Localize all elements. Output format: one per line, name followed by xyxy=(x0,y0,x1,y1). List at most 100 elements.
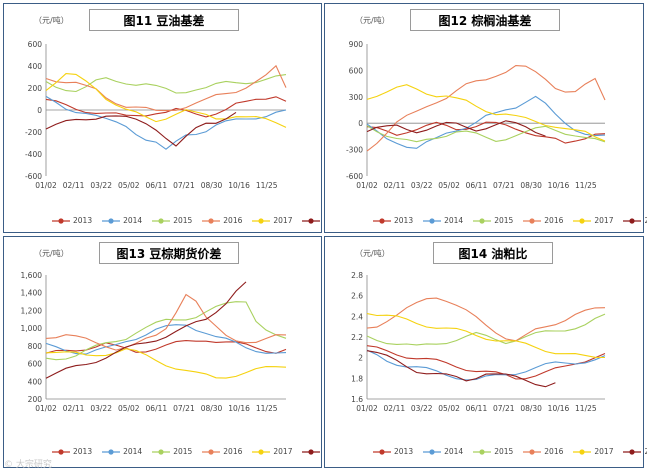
series-line-2016 xyxy=(366,297,606,342)
legend-marker-icon xyxy=(623,448,642,455)
y-tick-label: 900 xyxy=(349,40,364,49)
legend: 201320142015201620172018 xyxy=(52,216,343,225)
legend: 2013 2014 2015 2016 2017 2018 xyxy=(373,447,647,456)
legend-item-2017: 2017 xyxy=(573,447,613,456)
legend-item-2013: 2013 xyxy=(52,447,92,456)
legend-marker-icon xyxy=(573,217,592,224)
legend-label: 2016 xyxy=(223,447,243,456)
y-tick-label: 2.4 xyxy=(351,312,363,321)
legend-item-2016: 2016 xyxy=(202,447,242,456)
legend-label: 2014 xyxy=(444,216,464,225)
legend-marker-icon xyxy=(623,217,642,224)
legend-item-2015: 2015 xyxy=(152,447,192,456)
legend-label: 2018 xyxy=(644,216,647,225)
legend-label: 2014 xyxy=(444,447,464,456)
y-tick-label: 1,000 xyxy=(21,324,43,333)
y-tick-label: 1,400 xyxy=(21,289,43,298)
series-line-2017 xyxy=(366,84,606,142)
series-line-2017 xyxy=(45,348,287,379)
legend-label: 2014 xyxy=(123,216,143,225)
legend-label: 2017 xyxy=(273,216,293,225)
x-tick-label: 07/21 xyxy=(493,181,515,190)
x-tick-label: 06/11 xyxy=(466,181,488,190)
unit-label: （元/吨） xyxy=(34,16,69,25)
unit-label: （元/吨） xyxy=(355,249,390,258)
series-line-2018 xyxy=(366,350,556,388)
series-line-2013 xyxy=(45,96,287,118)
x-tick-label: 03/22 xyxy=(411,404,433,413)
legend-label: 2015 xyxy=(494,447,514,456)
legend-item-2018: 2018 xyxy=(623,447,647,456)
legend-item-2016: 2016 xyxy=(202,216,242,225)
legend-label: 2016 xyxy=(223,216,243,225)
y-tick-label: -200 xyxy=(25,128,42,137)
legend-item-2017: 2017 xyxy=(573,216,613,225)
legend-item-2015: 2015 xyxy=(152,216,192,225)
series-line-2013 xyxy=(366,121,606,144)
legend-marker-icon xyxy=(52,448,70,455)
x-tick-label: 01/02 xyxy=(356,181,378,190)
y-tick-label: 1,200 xyxy=(21,306,43,315)
x-tick-label: 08/30 xyxy=(520,181,542,190)
series-line-2017 xyxy=(45,73,287,128)
legend-marker-icon xyxy=(52,217,70,224)
x-tick-label: 08/30 xyxy=(201,404,223,413)
legend-item-2014: 2014 xyxy=(423,216,463,225)
legend-item-2015: 2015 xyxy=(473,216,513,225)
legend-marker-icon xyxy=(373,217,391,224)
chart-title: 图14 油粕比 xyxy=(433,242,553,264)
legend-label: 2013 xyxy=(73,216,93,225)
y-tick-label: 200 xyxy=(28,395,43,404)
legend-item-2013: 2013 xyxy=(373,447,413,456)
x-tick-label: 01/02 xyxy=(356,404,378,413)
legend-label: 2013 xyxy=(394,216,414,225)
series-line-2016 xyxy=(45,293,287,351)
legend-marker-icon xyxy=(473,217,492,224)
y-tick-label: -400 xyxy=(25,150,42,159)
x-tick-label: 03/22 xyxy=(90,404,112,413)
y-tick-label: 0 xyxy=(358,119,363,128)
x-tick-label: 11/25 xyxy=(256,404,278,413)
y-tick-label: 1.6 xyxy=(351,395,363,404)
y-tick-label: -300 xyxy=(346,146,363,155)
legend-marker-icon xyxy=(373,448,391,455)
legend-marker-icon xyxy=(523,217,542,224)
legend-marker-icon xyxy=(102,217,121,224)
legend-label: 2015 xyxy=(173,447,193,456)
plot-area: 2.8 2.6 2.4 2.2 2 1.8 1.601/02 02/11 03/22 05/02 0… xyxy=(351,271,606,413)
legend-label: 2017 xyxy=(594,216,614,225)
y-tick-label: 400 xyxy=(28,377,43,386)
series-line-2018 xyxy=(45,281,247,379)
x-tick-label: 08/30 xyxy=(520,404,542,413)
x-tick-label: 07/21 xyxy=(173,181,195,190)
legend-label: 2013 xyxy=(73,447,93,456)
legend-label: 2017 xyxy=(273,447,293,456)
series-line-2016 xyxy=(45,64,287,112)
y-tick-label: 400 xyxy=(28,62,43,71)
y-tick-label: 2 xyxy=(358,354,363,363)
legend-item-2018: 2018 xyxy=(623,216,647,225)
legend-marker-icon xyxy=(152,448,171,455)
chart-title: 图13 豆棕期货价差 xyxy=(99,242,239,264)
y-tick-label: 2.8 xyxy=(351,271,363,280)
legend-label: 2014 xyxy=(123,447,143,456)
x-tick-label: 02/11 xyxy=(384,404,406,413)
series-line-2018 xyxy=(366,120,546,137)
legend-label: 2013 xyxy=(394,447,414,456)
legend-label: 2018 xyxy=(644,447,647,456)
series-line-2017 xyxy=(366,313,606,359)
x-tick-label: 03/22 xyxy=(411,181,433,190)
series-line-2015 xyxy=(45,74,287,94)
legend-label: 2017 xyxy=(594,447,614,456)
y-tick-label: 2.2 xyxy=(351,333,363,342)
y-tick-label: 0 xyxy=(37,106,42,115)
x-tick-label: 02/11 xyxy=(63,181,85,190)
x-tick-label: 08/30 xyxy=(201,181,223,190)
legend-label: 2016 xyxy=(544,447,564,456)
x-tick-label: 01/02 xyxy=(35,404,57,413)
legend-marker-icon xyxy=(152,217,171,224)
x-tick-label: 05/02 xyxy=(118,404,140,413)
